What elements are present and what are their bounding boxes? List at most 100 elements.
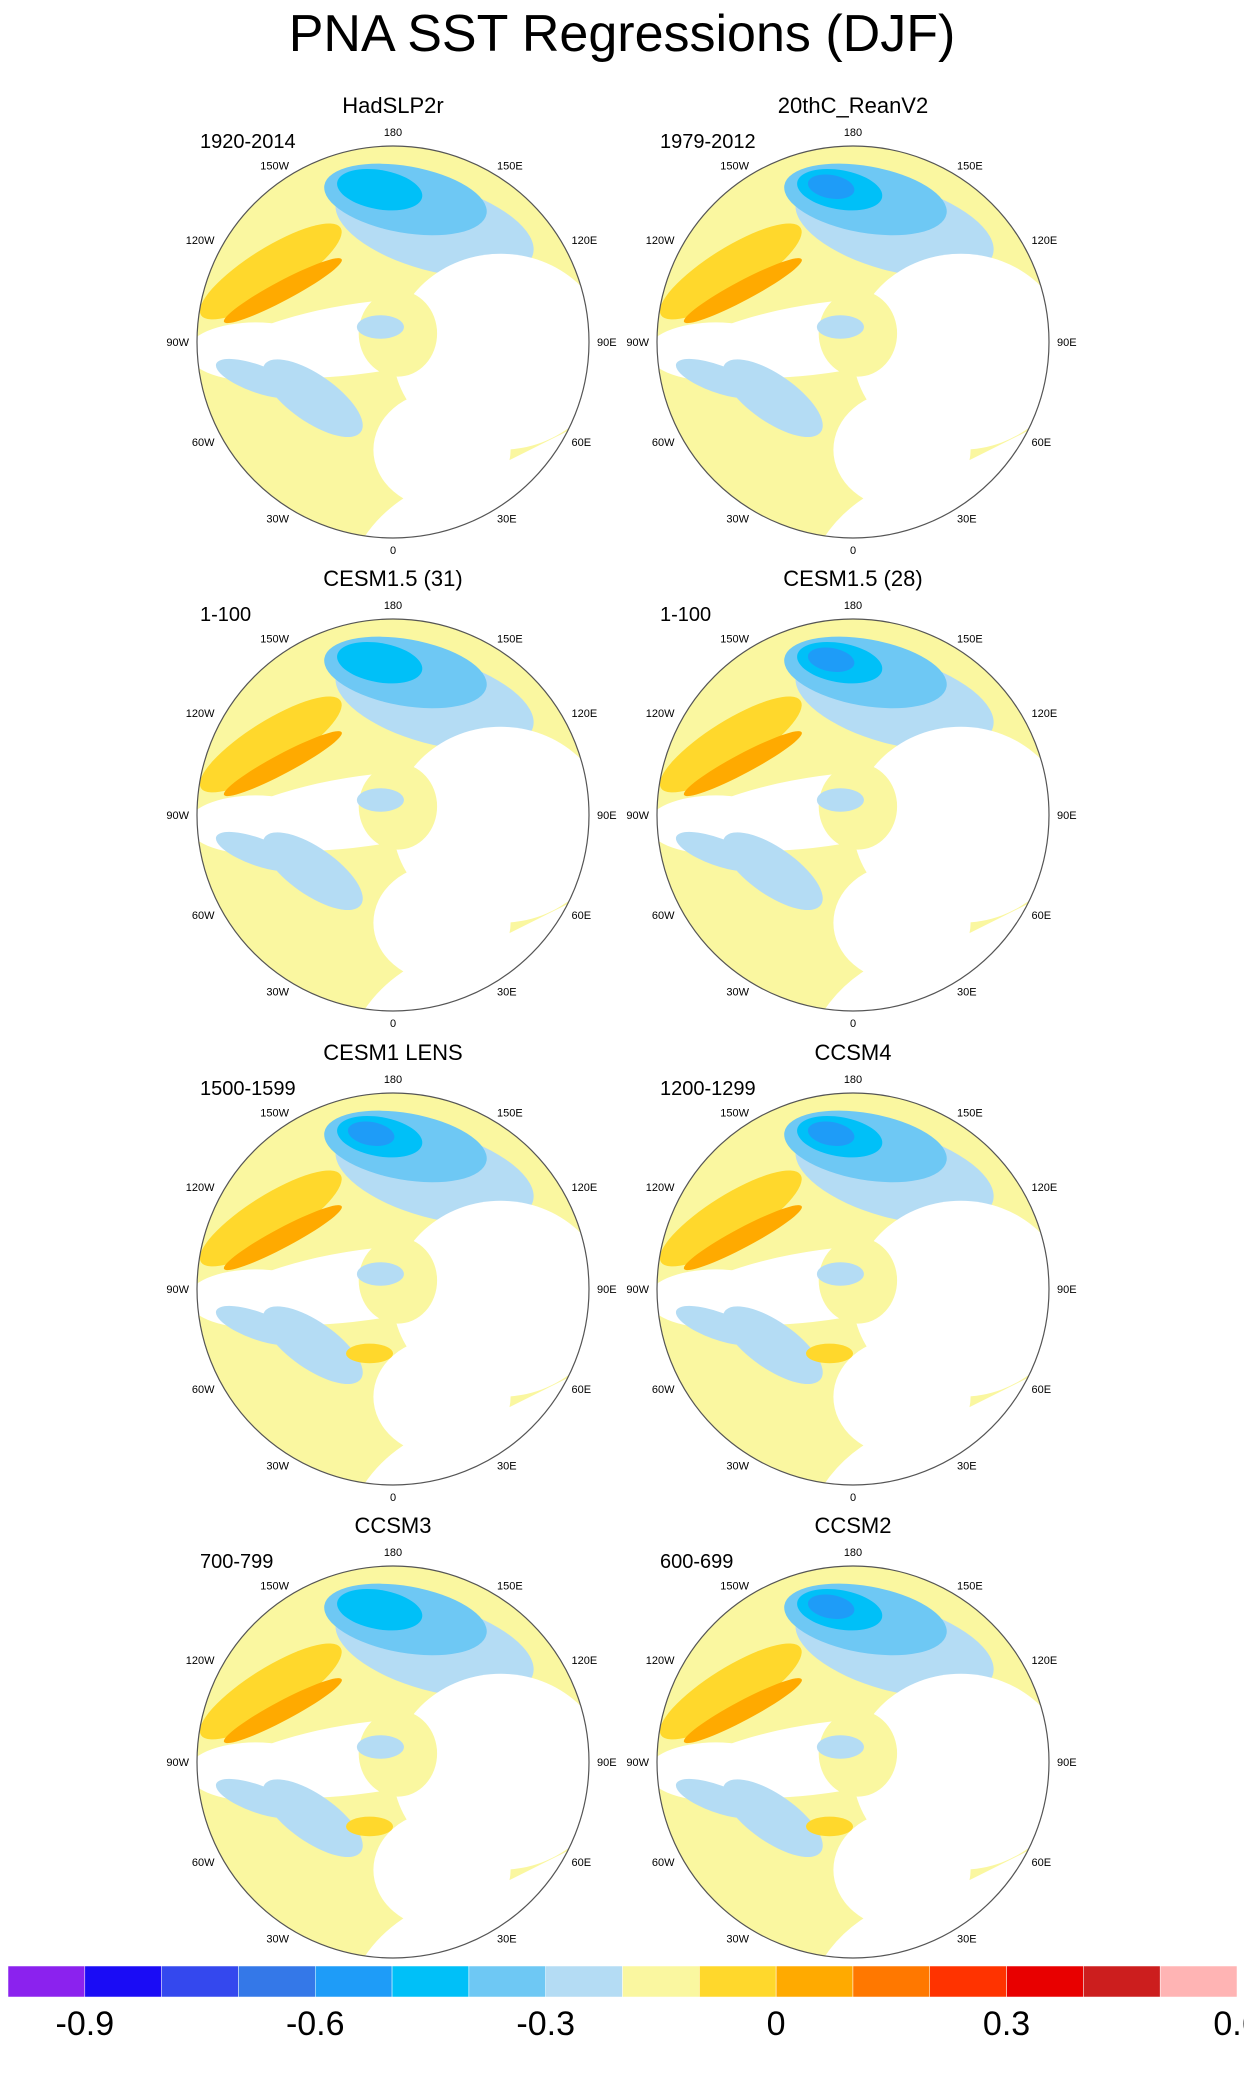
- longitude-label: 120E: [572, 708, 598, 720]
- longitude-label: 60E: [572, 1384, 592, 1396]
- coast-positive: [199, 1643, 342, 1740]
- pacific-peak-negative: [807, 647, 855, 673]
- longitude-label: 90E: [1057, 1757, 1077, 1769]
- longitude-label: 150E: [497, 1580, 523, 1592]
- arctic-negative: [356, 315, 404, 339]
- colorbar-tick-label: -0.3: [516, 2005, 575, 2043]
- longitude-label: 30W: [726, 1934, 749, 1946]
- panel-title: CCSM3: [354, 1513, 431, 1538]
- longitude-label: 30E: [497, 514, 517, 526]
- colorbar-tick-label: 0.3: [983, 2005, 1030, 2043]
- labrador-negative: [675, 358, 758, 399]
- colorbar-swatch: [545, 1965, 623, 1998]
- longitude-label: 150W: [720, 1580, 749, 1592]
- colorbar-swatch: [315, 1965, 393, 1998]
- coast-strong-positive: [223, 258, 342, 324]
- coast-positive: [199, 696, 342, 793]
- longitude-label: 150E: [957, 160, 983, 172]
- longitude-label: 30E: [957, 1461, 977, 1473]
- arctic-negative: [816, 1262, 864, 1286]
- longitude-label: 180: [844, 1547, 862, 1559]
- longitude-label: 60W: [192, 1384, 215, 1396]
- atlantic-negative: [262, 1779, 363, 1858]
- map-panel: 180150E120E90E60E30E030W60W90W120W150WCC…: [626, 1040, 1076, 1504]
- atlantic-negative: [262, 359, 363, 438]
- panel-title: CESM1 LENS: [323, 1040, 462, 1065]
- longitude-label: 60W: [192, 437, 215, 449]
- longitude-label: 150E: [957, 1580, 983, 1592]
- map-boundary: [196, 1092, 590, 1486]
- longitude-label: 150W: [720, 633, 749, 645]
- map-panels-layer: 180 150E 120E 90E 60E 30E 0 30W 60W 90W 120W 150W Ha…: [166, 93, 1076, 1977]
- colorbar-swatch: [1083, 1965, 1161, 1998]
- longitude-label: 60W: [192, 1857, 215, 1869]
- longitude-label: 120E: [1032, 1655, 1058, 1667]
- panel-period: 1-100: [660, 604, 711, 626]
- atlantic-positive: [806, 1816, 854, 1837]
- colorbar-swatch: [468, 1965, 546, 1998]
- arctic-negative: [356, 1262, 404, 1286]
- panel-title: CCSM4: [814, 1040, 891, 1065]
- atlantic-negative: [722, 359, 823, 438]
- colorbar-swatch: [852, 1965, 930, 1998]
- longitude-label: 30W: [726, 514, 749, 526]
- labrador-negative: [215, 1778, 298, 1819]
- longitude-label: 120W: [646, 1182, 675, 1194]
- coast-positive: [659, 223, 802, 320]
- map-field: [197, 1093, 589, 1485]
- arctic-negative: [816, 1735, 864, 1759]
- arctic-negative: [356, 788, 404, 812]
- longitude-label: 90W: [626, 1757, 649, 1769]
- map-boundary: [656, 145, 1050, 539]
- colorbar-swatch: [775, 1965, 854, 1998]
- panel-period: 600-699: [660, 1551, 733, 1573]
- longitude-label: 150E: [957, 1107, 983, 1119]
- longitude-label: 0: [850, 1018, 856, 1030]
- map-boundary: [196, 618, 590, 1012]
- colorbar-swatch: [84, 1965, 162, 1998]
- longitude-label: 60E: [1032, 1384, 1052, 1396]
- map-boundary: [656, 1092, 1050, 1486]
- longitude-label: 120W: [646, 235, 675, 247]
- longitude-label: 30W: [266, 1461, 289, 1473]
- longitude-label: 0: [390, 1018, 396, 1030]
- longitude-label: 60E: [572, 437, 592, 449]
- longitude-label: 30W: [266, 1934, 289, 1946]
- longitude-label: 90E: [597, 810, 617, 822]
- longitude-label: 0: [850, 1492, 856, 1504]
- atlantic-positive: [346, 1343, 394, 1364]
- coast-strong-positive: [683, 258, 802, 324]
- panel-period: 700-799: [200, 1551, 273, 1573]
- panel-period: 1979-2012: [660, 131, 756, 153]
- map-boundary: [196, 1565, 590, 1959]
- longitude-label: 150W: [260, 633, 289, 645]
- longitude-label: 30W: [266, 987, 289, 999]
- longitude-label: 30E: [957, 987, 977, 999]
- map-panel: 180150E120E90E60E30E030W60W90W120W150WCC…: [626, 1513, 1076, 1977]
- pacific-core-negative: [337, 641, 423, 684]
- longitude-label: 90W: [166, 1284, 189, 1296]
- labrador-negative: [675, 1305, 758, 1346]
- figure-title: PNA SST Regressions (DJF): [288, 5, 956, 63]
- map-panel: 180 150E 120E 90E 60E 30E 0 30W 60W 90W 120W 150W CE…: [166, 1040, 616, 1504]
- longitude-label: 90W: [626, 337, 649, 349]
- longitude-label: 90E: [1057, 1284, 1077, 1296]
- longitude-label: 120W: [646, 708, 675, 720]
- longitude-label: 0: [390, 1492, 396, 1504]
- colorbar-swatch: [1006, 1965, 1084, 1998]
- coast-strong-positive: [223, 1678, 342, 1744]
- map-panel: 180 150E 120E 90E 60E 30E 0 30W 60W 90W 120W 150W 20…: [626, 93, 1076, 557]
- colorbar-tick-label: -0.9: [56, 2005, 115, 2043]
- coast-positive: [199, 223, 342, 320]
- atlantic-negative: [722, 832, 823, 911]
- longitude-label: 120E: [1032, 708, 1058, 720]
- longitude-label: 180: [844, 600, 862, 612]
- panel-period: 1200-1299: [660, 1078, 756, 1100]
- panel-title: CESM1.5 (31): [323, 566, 462, 591]
- longitude-label: 60E: [1032, 910, 1052, 922]
- colorbar-swatch: [699, 1965, 777, 1998]
- colorbar-swatch: [622, 1965, 700, 1998]
- colorbar-tick-label: 0.6: [1213, 2005, 1244, 2043]
- map-panel: 180 150E 120E 90E 60E 30E 0 30W 60W 90W 120W 150W CE…: [626, 566, 1076, 1030]
